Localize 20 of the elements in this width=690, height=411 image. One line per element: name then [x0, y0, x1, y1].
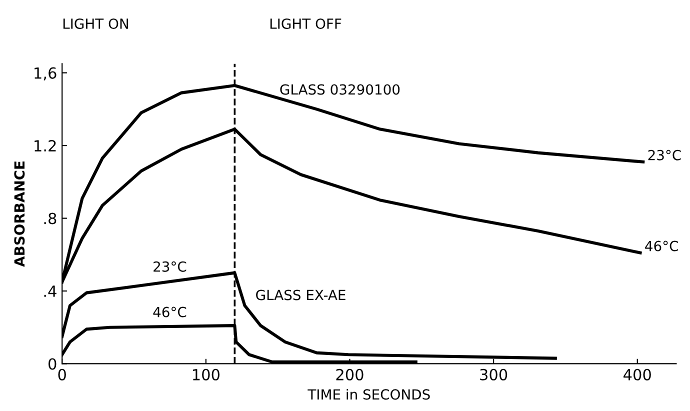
- x-tick-label: 0: [58, 368, 66, 380]
- x-tick-label: 200: [336, 368, 364, 380]
- x-tick-label: 400: [624, 368, 651, 380]
- x-tick-label: 100: [193, 368, 220, 380]
- x-axis-title: TIME in SECONDS: [308, 388, 430, 400]
- y-axis-title: ABSORBANCE: [14, 161, 25, 267]
- annotation: GLASS 03290100: [280, 84, 400, 95]
- annotation: 46°C: [645, 240, 678, 252]
- annotation: 23°C: [154, 261, 186, 272]
- text: LIGHT ON: [63, 18, 128, 29]
- y-tick-label: 0: [48, 358, 56, 370]
- annotation: 23°C: [648, 150, 681, 160]
- annotation: 46°C: [153, 306, 186, 318]
- y-tick-label: .4: [44, 286, 56, 297]
- y-tick-label: .8: [44, 212, 56, 224]
- annotation: GLASS EX-AE: [256, 290, 346, 300]
- x-tick-label: 300: [480, 368, 508, 380]
- y-tick-label: 1.2: [34, 140, 56, 152]
- text: LIGHT OFF: [270, 18, 342, 29]
- y-tick-label: 1,6: [34, 67, 56, 80]
